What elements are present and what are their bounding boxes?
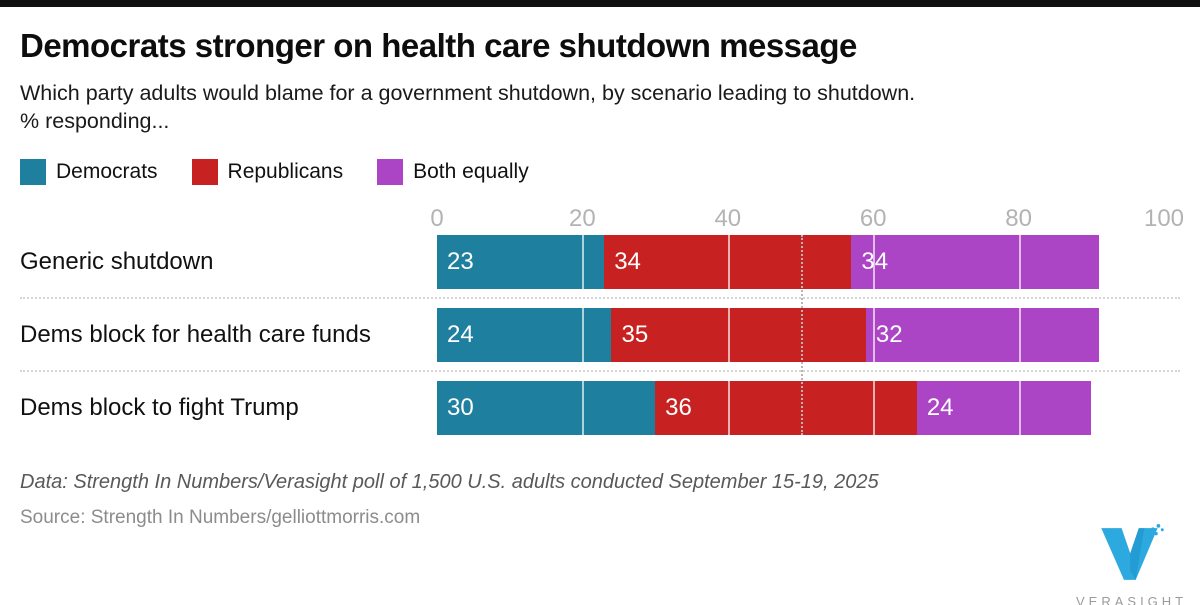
tick-gridline — [1018, 381, 1021, 436]
verasight-v-icon — [1101, 523, 1164, 580]
tick-gridline — [873, 381, 876, 436]
chart-rows: Generic shutdown 23 34 34 Dems block for hea… — [20, 235, 1180, 436]
tick-gridline — [727, 381, 730, 436]
source-line: Source: Strength In Numbers/gelliottmorr… — [20, 507, 421, 529]
verasight-logo: VERASIGHT — [1076, 523, 1186, 605]
value-label: 34 — [614, 248, 641, 276]
top-accent-bar — [0, 0, 1200, 7]
x-tick-label: 100 — [1143, 205, 1185, 233]
chart-title: Democrats stronger on health care shutdo… — [20, 27, 857, 64]
tick-gridline — [727, 235, 730, 290]
legend-item-both-equally: Both equally — [377, 159, 529, 186]
row-separator — [20, 289, 1180, 308]
stacked-bar: 24 35 32 — [437, 308, 1099, 363]
x-tick-label: 80 — [1005, 205, 1032, 233]
republicans-swatch-icon — [191, 159, 218, 186]
x-tick-label: 0 — [430, 205, 444, 233]
bar-segment-republicans[interactable]: 36 — [655, 381, 917, 436]
bar-row: Dems block to fight Trump 30 36 24 — [20, 381, 1180, 436]
tick-gridline — [873, 235, 876, 290]
stacked-bar: 30 36 24 — [437, 381, 1092, 436]
bar-segment-republicans[interactable]: 35 — [611, 308, 866, 363]
tick-gridline — [1018, 235, 1021, 290]
both-equally-swatch-icon — [377, 159, 404, 186]
bar-segment-both-equally[interactable]: 32 — [865, 308, 1099, 363]
category-label: Dems block to fight Trump — [20, 394, 299, 422]
data-note: Data: Strength In Numbers/Verasight poll… — [20, 471, 879, 494]
legend-item-democrats: Democrats — [20, 159, 158, 186]
page: Democrats stronger on health care shutdo… — [0, 27, 1200, 605]
bar-segment-democrats[interactable]: 23 — [437, 235, 605, 290]
x-tick-label: 20 — [569, 205, 596, 233]
row-separator — [20, 362, 1180, 381]
verasight-wordmark: VERASIGHT — [1076, 594, 1188, 605]
value-label: 24 — [926, 394, 954, 422]
bar-segment-both-equally[interactable]: 34 — [851, 235, 1099, 290]
bar-row: Generic shutdown 23 34 34 — [20, 235, 1180, 290]
tick-gridline — [582, 381, 585, 436]
category-label: Dems block for health care funds — [20, 321, 371, 349]
legend: Democrats Republicans Both equally — [20, 159, 1180, 186]
x-tick-label: 40 — [714, 205, 742, 233]
legend-label: Both equally — [413, 160, 529, 184]
stacked-bar: 23 34 34 — [437, 235, 1099, 290]
fifty-percent-reference-line — [800, 235, 803, 436]
x-tick-label: 60 — [859, 205, 887, 233]
value-label: 35 — [621, 321, 649, 349]
value-label: 24 — [447, 321, 474, 349]
bar-segment-republicans[interactable]: 34 — [604, 235, 852, 290]
value-label: 30 — [447, 394, 474, 422]
value-label: 23 — [447, 248, 474, 276]
bar-segment-democrats[interactable]: 30 — [437, 381, 656, 436]
stacked-bar-chart: 0 20 40 60 80 100 Generic shutdown 23 34 34 Dems … — [20, 205, 1184, 436]
tick-gridline — [1018, 308, 1021, 363]
tick-gridline — [582, 235, 585, 290]
legend-item-republicans: Republicans — [191, 159, 344, 186]
tick-gridline — [873, 308, 876, 363]
bar-segment-democrats[interactable]: 24 — [437, 308, 612, 363]
tick-gridline — [727, 308, 730, 363]
legend-label: Democrats — [56, 160, 158, 184]
legend-label: Republicans — [227, 160, 344, 184]
value-label: 36 — [665, 394, 692, 422]
chart-subtitle: Which party adults would blame for a gov… — [20, 81, 916, 133]
x-axis: 0 20 40 60 80 100 — [20, 205, 1184, 235]
tick-gridline — [582, 308, 585, 363]
democrats-swatch-icon — [20, 159, 46, 186]
value-label: 32 — [875, 321, 903, 349]
category-label: Generic shutdown — [20, 248, 214, 276]
footer: Data: Strength In Numbers/Verasight poll… — [20, 471, 1180, 529]
bar-segment-both-equally[interactable]: 24 — [916, 381, 1092, 436]
bar-row: Dems block for health care funds 24 35 32 — [20, 308, 1180, 363]
